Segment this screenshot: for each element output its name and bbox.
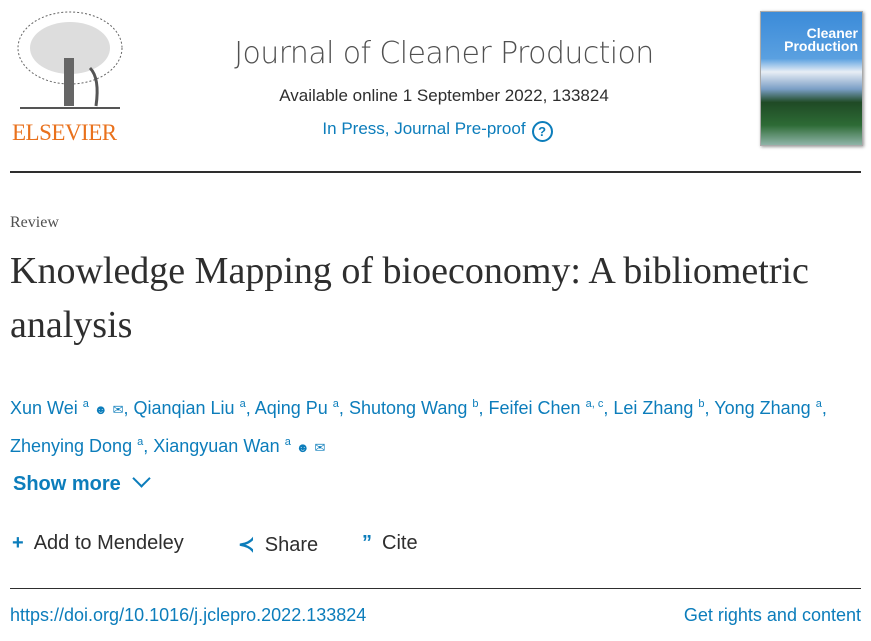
cover-title: Cleaner Production: [784, 25, 858, 54]
share-button[interactable]: ≺ Share: [238, 532, 318, 557]
affiliation-marker[interactable]: a: [332, 398, 339, 410]
author-name[interactable]: Yong Zhang: [714, 398, 811, 418]
author-link[interactable]: Xiangyuan Wan a ☻ ✉: [153, 436, 325, 456]
share-label: Share: [264, 534, 319, 556]
author-link[interactable]: Zhenying Dong a: [10, 436, 143, 456]
journal-title[interactable]: Journal of Cleaner Production: [234, 36, 654, 71]
elsevier-tree-icon: [17, 11, 123, 109]
person-icon[interactable]: ☻: [295, 440, 310, 455]
person-icon[interactable]: ☻: [93, 402, 108, 417]
add-to-mendeley-button[interactable]: + Add to Mendeley: [12, 532, 184, 555]
author-name[interactable]: Aqing Pu: [254, 398, 328, 418]
status-text[interactable]: In Press, Journal Pre-proof: [322, 119, 526, 138]
author-list: Xun Wei a ☻ ✉, Qianqian Liu a, Aqing Pu …: [10, 398, 827, 456]
elsevier-logo[interactable]: ELSEVIER: [10, 8, 130, 148]
article-status[interactable]: In Press, Journal Pre-proof?: [0, 119, 871, 142]
plus-icon: +: [12, 532, 24, 554]
rights-link[interactable]: Get rights and content: [683, 605, 861, 625]
author-link[interactable]: Yong Zhang a: [714, 398, 822, 418]
article-type: Review: [10, 214, 59, 231]
affiliation-marker[interactable]: a: [137, 436, 144, 448]
show-more-label: Show more: [13, 473, 121, 495]
author-link[interactable]: Feifei Chen a, c: [489, 398, 604, 418]
author-name[interactable]: Xun Wei: [10, 398, 78, 418]
journal-cover-image[interactable]: Cleaner Production: [760, 11, 863, 146]
author-link[interactable]: Xun Wei a ☻ ✉: [10, 398, 123, 418]
affiliation-marker[interactable]: a: [815, 398, 822, 410]
affiliation-marker[interactable]: a, c: [585, 398, 604, 410]
email-icon[interactable]: ✉: [112, 402, 124, 417]
affiliation-marker[interactable]: a: [284, 436, 291, 448]
question-circle-icon[interactable]: ?: [531, 121, 553, 142]
author-link[interactable]: Qianqian Liu a: [133, 398, 245, 418]
affiliation-marker[interactable]: b: [472, 398, 479, 410]
cite-label: Cite: [382, 532, 418, 554]
author-name[interactable]: Lei Zhang: [613, 398, 694, 418]
mendeley-label: Add to Mendeley: [33, 532, 184, 554]
affiliation-marker[interactable]: a: [239, 398, 246, 410]
author-name[interactable]: Shutong Wang: [348, 398, 468, 418]
email-icon[interactable]: ✉: [314, 440, 326, 455]
author-name[interactable]: Xiangyuan Wan: [153, 436, 280, 456]
doi-link[interactable]: https://doi.org/10.1016/j.jclepro.2022.1…: [10, 605, 367, 625]
affiliation-marker[interactable]: b: [698, 398, 705, 410]
cite-button[interactable]: ” Cite: [362, 532, 418, 555]
author-link[interactable]: Aqing Pu a: [255, 398, 339, 418]
author-name[interactable]: Zhenying Dong: [10, 436, 133, 456]
divider: [10, 588, 861, 589]
author-link[interactable]: Shutong Wang b: [349, 398, 479, 418]
quote-icon: ”: [362, 532, 372, 554]
divider: [10, 171, 861, 173]
author-name[interactable]: Qianqian Liu: [133, 398, 235, 418]
chevron-down-icon: [132, 469, 151, 488]
share-icon: ≺: [238, 534, 255, 556]
show-more-button[interactable]: Show more: [13, 469, 151, 496]
author-link[interactable]: Lei Zhang b: [613, 398, 704, 418]
affiliation-marker[interactable]: a: [82, 398, 89, 410]
article-title: Knowledge Mapping of bioeconomy: A bibli…: [10, 250, 809, 346]
author-name[interactable]: Feifei Chen: [488, 398, 581, 418]
availability-date: Available online 1 September 2022, 13382…: [279, 86, 609, 105]
